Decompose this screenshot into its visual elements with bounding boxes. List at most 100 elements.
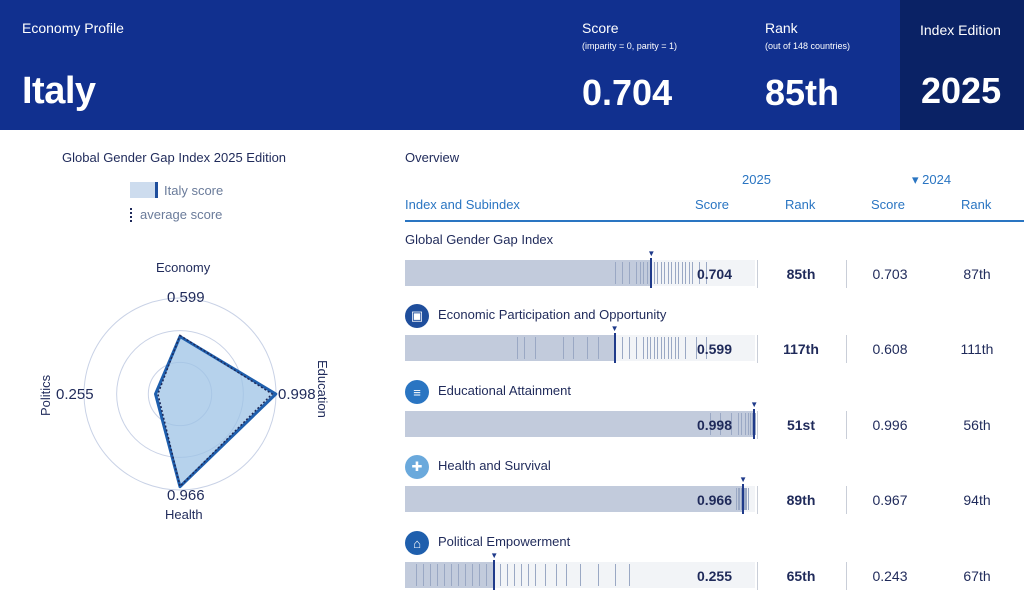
legend-score-swatch (130, 182, 158, 198)
score-2024: 0.243 (872, 568, 908, 584)
rank-2025: 51st (786, 417, 816, 433)
row-title: Global Gender Gap Index (405, 232, 554, 247)
distribution-tick (492, 564, 494, 586)
score-value: 0.704 (582, 72, 673, 113)
distribution-tick (597, 337, 599, 359)
score-marker (742, 484, 745, 514)
distribution-tick (422, 564, 424, 586)
score-bar-fill (405, 411, 755, 437)
distribution-tick (749, 413, 751, 435)
rank-2025: 85th (786, 266, 816, 282)
distribution-tick (664, 337, 665, 359)
column-divider (846, 260, 847, 288)
distribution-tick (741, 488, 742, 510)
distribution-tick (646, 337, 648, 359)
distribution-tick (499, 564, 501, 586)
distribution-tick (580, 564, 581, 586)
radar-chart (83, 297, 278, 491)
distribution-tick (573, 337, 574, 359)
radar-series-average (157, 334, 274, 488)
rank-2024: 87th (963, 266, 991, 282)
score-marker-arrow: ▼ (490, 551, 499, 560)
distribution-tick (646, 262, 648, 284)
distribution-tick (743, 488, 745, 510)
distribution-tick (615, 262, 616, 284)
distribution-tick (443, 564, 445, 586)
axis-label-politics: Politics (38, 374, 53, 416)
distribution-tick (636, 337, 637, 359)
column-divider (846, 411, 847, 439)
distribution-tick (513, 564, 515, 586)
score-2025: 0.255 (696, 568, 732, 584)
distribution-tick (436, 564, 438, 586)
distribution-tick (555, 564, 557, 586)
distribution-tick (527, 564, 529, 586)
legend-average-label: average score (140, 207, 223, 222)
distribution-tick (429, 564, 431, 586)
distribution-tick (478, 564, 480, 586)
score-bar-fill (405, 260, 652, 286)
distribution-tick (667, 262, 669, 284)
distribution-tick (643, 262, 644, 284)
edition-title: Index Edition (920, 22, 1001, 38)
distribution-tick (685, 337, 686, 359)
column-divider (757, 411, 758, 439)
distribution-tick (755, 413, 756, 435)
rank-2025: 117th (783, 341, 819, 357)
profile-label: Economy Profile (22, 20, 124, 36)
axis-value-education: 0.998 (278, 386, 316, 403)
distribution-tick (706, 262, 707, 284)
score-title: Score (582, 20, 619, 36)
legend-average-swatch (130, 207, 132, 222)
header-banner: Economy Profile Italy Score (imparity = … (0, 0, 1024, 130)
distribution-tick (653, 337, 655, 359)
distribution-tick (517, 337, 518, 359)
distribution-tick (674, 262, 676, 284)
legend-average: average score (130, 207, 222, 222)
distribution-tick (692, 262, 693, 284)
distribution-tick (688, 262, 690, 284)
distribution-tick (485, 564, 487, 586)
economy-icon: ▣ (405, 304, 429, 328)
distribution-tick (622, 337, 623, 359)
distribution-tick (678, 337, 679, 359)
distribution-tick (671, 262, 672, 284)
score-bar-track (405, 409, 756, 439)
distribution-tick (664, 262, 665, 284)
distribution-tick (744, 488, 746, 510)
row-title: Political Empowerment (438, 534, 571, 549)
distribution-tick (709, 413, 711, 435)
distribution-tick (629, 564, 630, 586)
score-2024: 0.608 (872, 341, 908, 357)
distribution-tick (629, 337, 630, 359)
health-icon: ✚ (405, 455, 429, 479)
country-name: Italy (22, 70, 96, 112)
score-2024: 0.703 (872, 266, 908, 282)
radar-title: Global Gender Gap Index 2025 Edition (62, 150, 287, 165)
distribution-tick (506, 564, 508, 586)
distribution-tick (657, 337, 658, 359)
score-marker (650, 258, 653, 288)
distribution-tick (730, 413, 732, 435)
score-bar-track (405, 333, 755, 363)
legend-italy: Italy score (130, 182, 223, 198)
score-2024: 0.967 (872, 492, 908, 508)
distribution-tick (587, 337, 588, 359)
score-2025: 0.599 (696, 341, 732, 357)
edition-box: Index Edition 2025 (900, 0, 1024, 130)
rank-2025: 89th (786, 492, 816, 508)
distribution-tick (685, 262, 686, 284)
distribution-tick (457, 564, 459, 586)
score-2024: 0.996 (872, 417, 908, 433)
distribution-tick (629, 262, 630, 284)
distribution-tick (744, 413, 746, 435)
rank-2025: 65th (786, 568, 816, 584)
distribution-tick (657, 262, 658, 284)
column-divider (846, 562, 847, 590)
score-marker-arrow: ▼ (610, 324, 619, 333)
distribution-tick (660, 337, 662, 359)
row-title: Health and Survival (438, 458, 551, 473)
col-head-score-prev: Score (871, 197, 905, 212)
distribution-tick (639, 262, 641, 284)
distribution-tick (746, 488, 748, 510)
